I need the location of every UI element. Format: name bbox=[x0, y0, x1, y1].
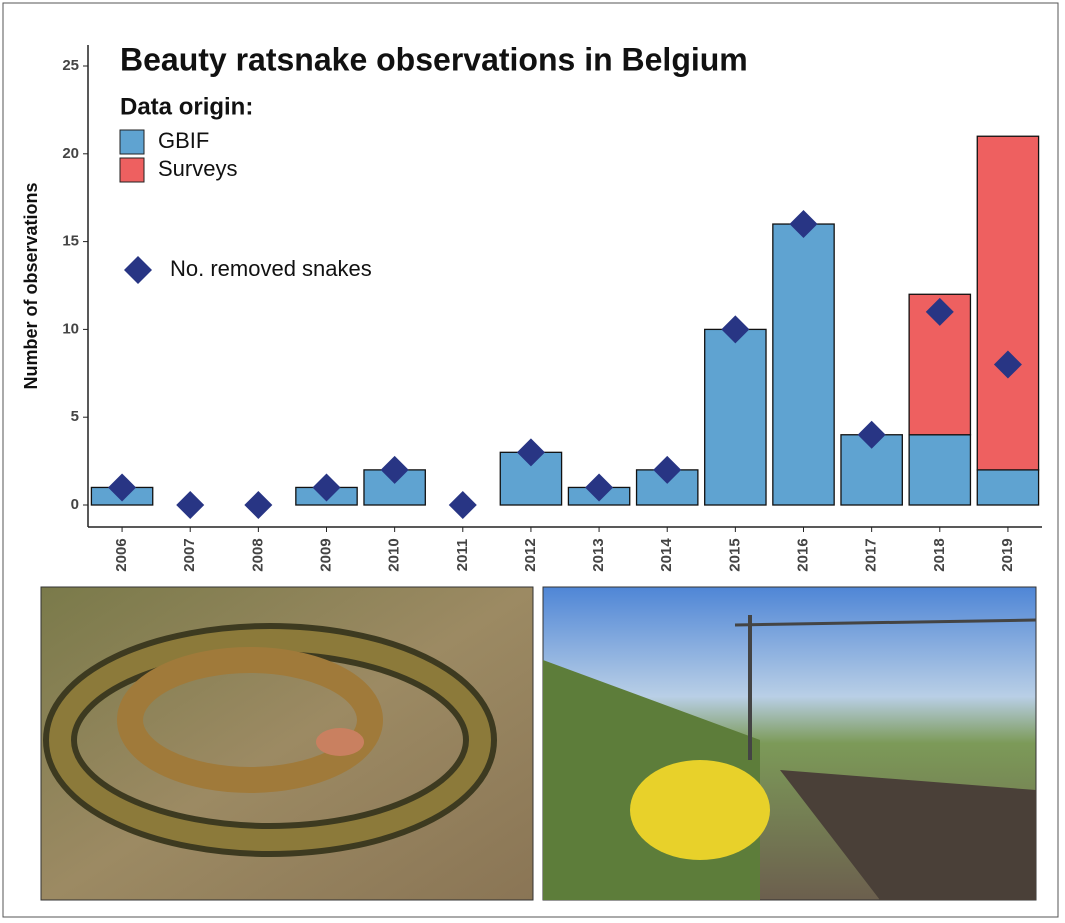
x-tick-label: 2011 bbox=[454, 539, 471, 572]
x-tick-label: 2009 bbox=[317, 538, 334, 571]
y-tick-label: 15 bbox=[62, 233, 79, 250]
x-tick-label: 2016 bbox=[794, 538, 811, 571]
y-axis-label: Number of observations bbox=[21, 182, 41, 389]
bar bbox=[705, 329, 766, 505]
x-tick-label: 2006 bbox=[113, 538, 130, 571]
legend-swatch bbox=[120, 158, 144, 182]
legend-label: Surveys bbox=[158, 156, 237, 181]
x-tick-label: 2010 bbox=[386, 538, 403, 571]
legend-marker bbox=[124, 256, 152, 284]
legend-label: GBIF bbox=[158, 128, 209, 153]
photo-railway bbox=[543, 587, 1036, 900]
x-tick-label: 2007 bbox=[181, 538, 198, 571]
x-tick-label: 2017 bbox=[863, 538, 880, 571]
x-tick-label: 2015 bbox=[726, 538, 743, 571]
y-tick-label: 20 bbox=[62, 145, 79, 162]
bar bbox=[909, 435, 970, 505]
diamond-marker bbox=[449, 491, 477, 519]
bar bbox=[773, 224, 834, 505]
chart-title: Beauty ratsnake observations in Belgium bbox=[120, 41, 748, 77]
diamond-marker bbox=[244, 491, 272, 519]
legend-swatch bbox=[120, 130, 144, 154]
figure: Beauty ratsnake observations in Belgium … bbox=[0, 0, 1065, 923]
y-tick-label: 25 bbox=[62, 57, 79, 74]
bar bbox=[977, 136, 1038, 470]
x-tick-label: 2018 bbox=[931, 538, 948, 571]
x-tick-label: 2019 bbox=[999, 538, 1016, 571]
bar bbox=[977, 470, 1038, 505]
y-tick-label: 5 bbox=[71, 408, 79, 425]
page: Beauty ratsnake observations in Belgium … bbox=[0, 0, 1065, 923]
x-tick-label: 2014 bbox=[658, 538, 675, 572]
y-tick-label: 0 bbox=[71, 496, 79, 513]
photo-snake bbox=[41, 587, 533, 900]
y-tick-label: 10 bbox=[62, 320, 79, 337]
x-tick-label: 2012 bbox=[522, 538, 539, 571]
x-tick-label: 2013 bbox=[590, 538, 607, 571]
x-tick-label: 2008 bbox=[249, 538, 266, 571]
legend-title: Data origin: bbox=[120, 93, 253, 120]
legend-label: No. removed snakes bbox=[170, 256, 372, 281]
diamond-marker bbox=[176, 491, 204, 519]
